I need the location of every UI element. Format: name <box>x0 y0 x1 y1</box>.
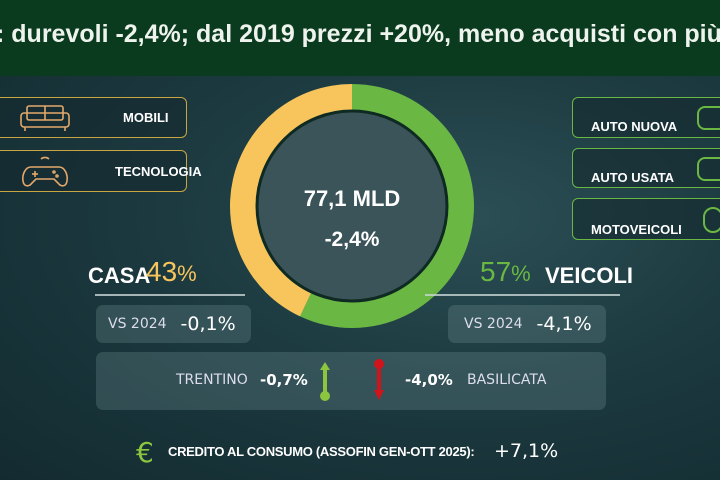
category-label: MOTOVEICOLI <box>591 222 682 237</box>
total-change: -2,4% <box>324 228 380 251</box>
veicoli-percent: 57% <box>480 256 531 287</box>
casa-percent: 43% <box>146 256 197 287</box>
regions-panel: TRENTINO -0,7% -4,0% BASILICATA <box>96 352 606 410</box>
header-bar: : durevoli -2,4%; dal 2019 prezzi +20%, … <box>0 0 720 76</box>
worst-region: BASILICATA <box>467 372 547 388</box>
arrow-up-icon <box>320 362 330 401</box>
donut-center <box>255 109 449 303</box>
category-label: TECNOLOGIA <box>115 163 202 179</box>
divider <box>425 294 620 296</box>
donut-slice-veicoli <box>300 84 474 328</box>
car-icon <box>697 157 720 181</box>
best-value: -0,7% <box>260 371 308 389</box>
motorbike-icon <box>703 207 720 233</box>
category-auto-nuova: AUTO NUOVA <box>572 97 720 138</box>
category-mobili: MOBILI <box>0 97 187 138</box>
sofa-icon <box>20 105 70 131</box>
donut-chart <box>230 84 474 328</box>
credit-label: CREDITO AL CONSUMO (ASSOFIN GEN-OTT 2025… <box>168 444 475 459</box>
total-value: 77,1 MLD <box>303 186 401 211</box>
veicoli-label: VEICOLI <box>545 263 634 288</box>
veicoli-vs-2024: VS 2024 -4,1% <box>448 305 606 343</box>
category-label: AUTO NUOVA <box>591 119 678 134</box>
gamepad-icon <box>22 156 68 187</box>
best-region: TRENTINO <box>176 372 248 388</box>
casa-label: CASA <box>88 263 151 288</box>
category-tecnologia: TECNOLOGIA <box>0 150 202 192</box>
donut-slice-casa <box>230 84 352 317</box>
car-icon <box>697 106 720 130</box>
category-label: AUTO USATA <box>591 170 675 185</box>
divider <box>95 294 245 296</box>
casa-vs-2024: VS 2024 -0,1% <box>96 305 251 343</box>
euro-icon: € <box>136 436 154 469</box>
worst-value: -4,0% <box>405 371 453 389</box>
category-motoveicoli: MOTOVEICOLI <box>572 198 720 240</box>
arrow-down-icon <box>374 359 384 400</box>
category-auto-usata: AUTO USATA <box>572 148 720 188</box>
headline: : durevoli -2,4%; dal 2019 prezzi +20%, … <box>0 20 720 48</box>
credit-value: +7,1% <box>494 440 559 462</box>
category-label: MOBILI <box>123 110 169 125</box>
